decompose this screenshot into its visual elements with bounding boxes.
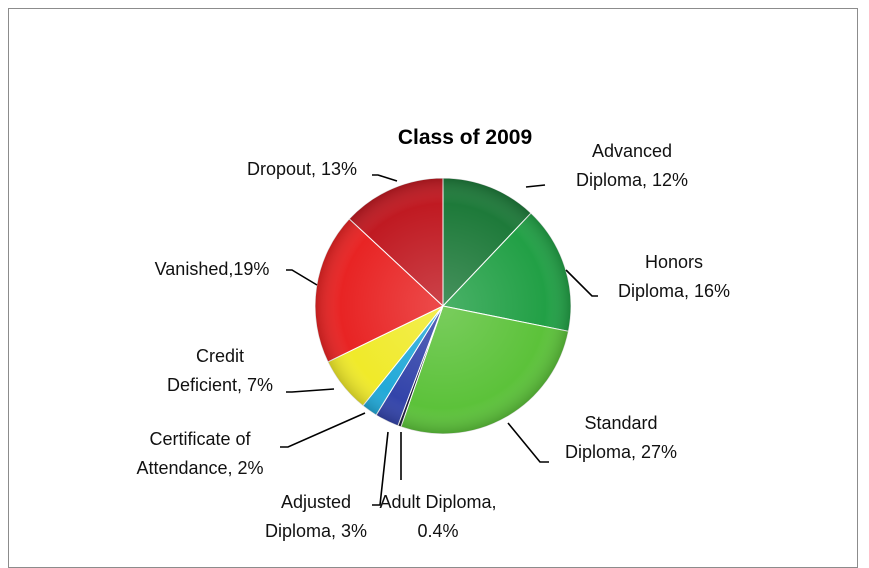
leader-line <box>507 422 549 463</box>
slice-label: Certificate of Attendance, 2% <box>136 429 263 478</box>
slice-label: Vanished,19% <box>155 259 270 279</box>
slice-label: Advanced Diploma, 12% <box>576 141 688 190</box>
leader-line <box>286 388 335 393</box>
leader-line <box>372 174 398 182</box>
slice-label: Standard Diploma, 27% <box>565 413 677 462</box>
leader-line <box>525 184 546 188</box>
slice-label: Adult Diploma, 0.4% <box>379 492 496 541</box>
leader-line <box>372 431 389 506</box>
chart-title: Class of 2009 <box>398 126 532 149</box>
leader-line <box>280 412 366 448</box>
slice-label: Dropout, 13% <box>247 159 357 179</box>
slice-label: Adjusted Diploma, 3% <box>265 492 367 541</box>
pie-chart: Class of 2009 Advanced Diploma, 12% Honors… <box>136 126 730 541</box>
slice-label: Honors Diploma, 16% <box>618 252 730 301</box>
leader-line <box>286 269 318 286</box>
slice-label: Credit Deficient, 7% <box>167 346 273 395</box>
leader-line <box>565 269 598 297</box>
